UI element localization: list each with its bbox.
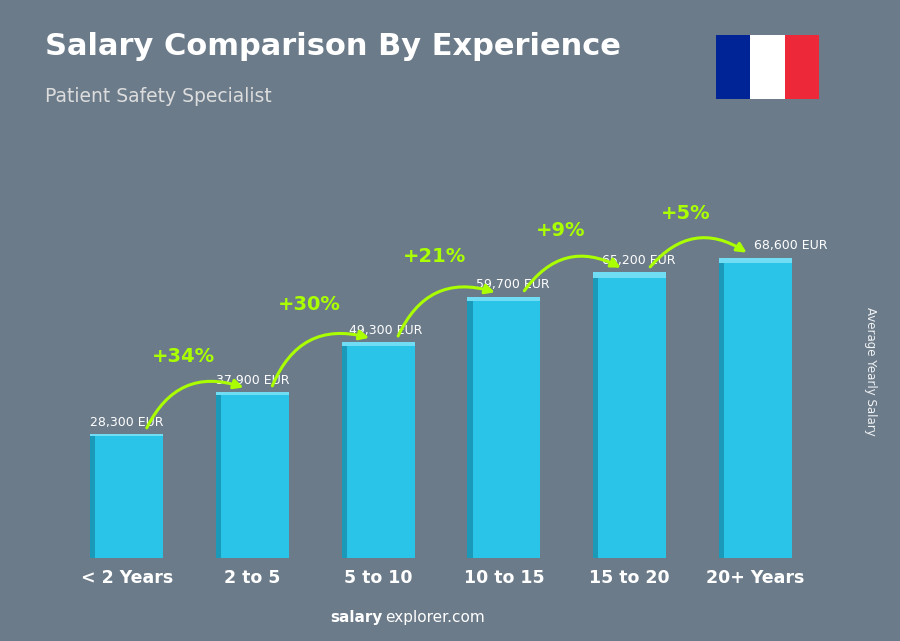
Text: +34%: +34%: [152, 347, 215, 365]
Bar: [90, 434, 163, 558]
Text: 49,300 EUR: 49,300 EUR: [349, 324, 423, 337]
Bar: [342, 342, 346, 558]
Text: 68,600 EUR: 68,600 EUR: [754, 239, 827, 253]
Text: +5%: +5%: [662, 204, 711, 222]
Bar: [467, 297, 540, 558]
Bar: [342, 342, 415, 346]
Bar: [716, 35, 750, 99]
Text: Patient Safety Specialist: Patient Safety Specialist: [45, 87, 272, 106]
Text: Average Yearly Salary: Average Yearly Salary: [865, 308, 878, 436]
Bar: [90, 434, 95, 558]
Text: 59,700 EUR: 59,700 EUR: [476, 278, 550, 291]
Bar: [342, 342, 415, 558]
Bar: [467, 297, 472, 558]
Text: explorer.com: explorer.com: [385, 610, 485, 625]
Bar: [719, 258, 792, 263]
Text: salary: salary: [330, 610, 382, 625]
Bar: [216, 392, 289, 395]
Text: +30%: +30%: [277, 295, 340, 313]
Bar: [719, 258, 792, 558]
Text: Salary Comparison By Experience: Salary Comparison By Experience: [45, 32, 621, 61]
Bar: [216, 392, 221, 558]
Text: 37,900 EUR: 37,900 EUR: [216, 374, 290, 387]
Text: 28,300 EUR: 28,300 EUR: [90, 415, 164, 429]
Text: 65,200 EUR: 65,200 EUR: [602, 254, 675, 267]
Bar: [593, 272, 666, 558]
Bar: [750, 35, 785, 99]
Bar: [593, 272, 598, 558]
Text: +21%: +21%: [403, 247, 466, 266]
Bar: [467, 297, 540, 301]
Bar: [593, 272, 666, 278]
Bar: [785, 35, 819, 99]
Bar: [90, 434, 163, 436]
Bar: [216, 392, 289, 558]
Bar: [719, 258, 724, 558]
Text: +9%: +9%: [536, 221, 585, 240]
